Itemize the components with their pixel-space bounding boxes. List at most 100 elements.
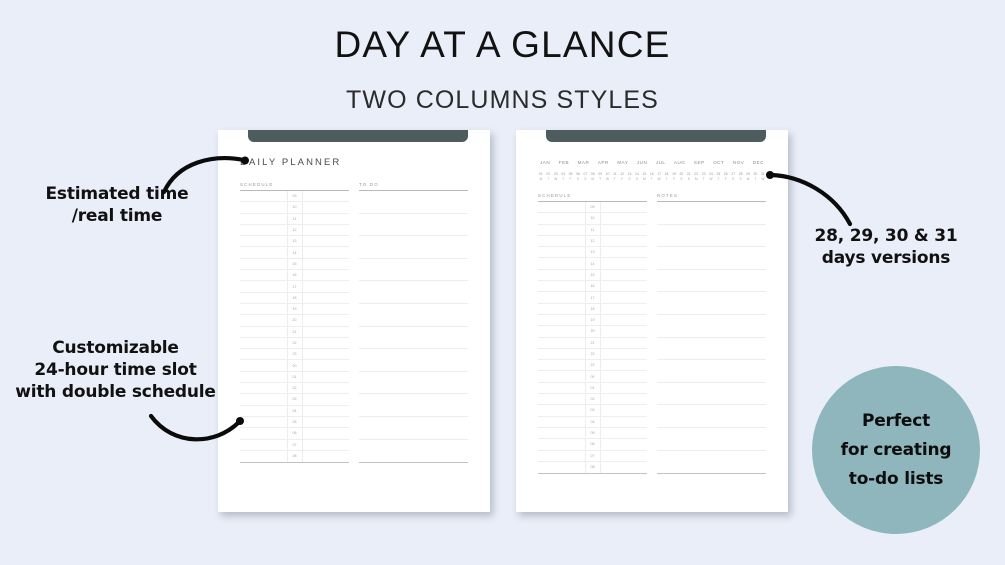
real-time-cell[interactable] [601,338,648,348]
list-row[interactable] [359,394,468,417]
estimated-time-cell[interactable] [240,371,288,383]
schedule-row[interactable]: 09 [538,202,648,214]
list-row[interactable] [657,292,766,315]
day-cell[interactable]: 28 S [739,172,743,181]
estimated-time-cell[interactable] [240,383,288,394]
schedule-row[interactable]: 11 [538,224,647,236]
estimated-time-cell[interactable] [538,371,586,382]
day-strip[interactable]: 01 M 02 T 03 W 04 T 05 F 06 S 07 S 08 M 09 T 10 W 11 T 12 F 13 S 1… [538,172,766,181]
estimated-time-cell[interactable] [538,314,586,326]
day-cell[interactable]: 08 M [591,172,595,181]
real-time-cell[interactable] [303,327,350,337]
schedule-row[interactable]: 07 [240,439,350,451]
schedule-row[interactable]: 20 [240,315,349,327]
schedule-row[interactable]: 04 [538,416,647,428]
schedule-row[interactable]: 12 [538,235,647,248]
day-cell[interactable]: 31 W [761,172,765,181]
day-cell[interactable]: 25 T [717,172,721,181]
planner-page-left[interactable]: DAILY PLANNER SCHEDULE 09 10 11 12 13 14 15 16 1… [218,130,490,512]
real-time-cell[interactable] [303,451,350,462]
estimated-time-cell[interactable] [240,247,288,258]
list-row[interactable] [657,202,766,225]
real-time-cell[interactable] [303,259,350,269]
real-time-cell[interactable] [601,304,648,314]
schedule-row[interactable]: 08 [538,461,648,474]
list-row[interactable] [657,270,766,293]
day-cell[interactable]: 21 S [687,172,691,181]
estimated-time-cell[interactable] [240,439,288,450]
list-row[interactable] [359,372,468,395]
estimated-time-cell[interactable] [538,427,586,439]
real-time-cell[interactable] [303,270,350,280]
estimated-time-cell[interactable] [538,326,586,337]
estimated-time-cell[interactable] [538,394,586,405]
real-time-cell[interactable] [303,383,350,393]
list-row[interactable] [359,304,468,327]
real-time-cell[interactable] [601,270,648,280]
day-cell[interactable]: 19 F [672,172,676,181]
day-cell[interactable]: 29 M [746,172,750,181]
schedule-row[interactable]: 05 [538,427,647,440]
estimated-time-cell[interactable] [240,213,288,224]
estimated-time-cell[interactable] [240,281,288,292]
list-row[interactable] [359,191,468,214]
month-label[interactable]: JAN [540,160,551,165]
schedule-row[interactable]: 23 [538,360,648,372]
schedule-row[interactable]: 16 [240,270,350,282]
estimated-time-cell[interactable] [538,235,586,247]
real-time-cell[interactable] [303,360,350,370]
day-cell[interactable]: 20 S [679,172,683,181]
real-time-cell[interactable] [601,202,648,212]
estimated-time-cell[interactable] [538,439,586,450]
schedule-row[interactable]: 10 [240,202,350,214]
estimated-time-cell[interactable] [240,303,288,315]
schedule-row[interactable]: 07 [538,450,647,462]
schedule-row[interactable]: 02 [538,394,647,406]
estimated-time-cell[interactable] [240,428,288,439]
real-time-cell[interactable] [303,293,350,303]
real-time-cell[interactable] [303,202,350,212]
list-row[interactable] [359,349,468,372]
estimated-time-cell[interactable] [538,224,586,235]
schedule-row[interactable]: 19 [240,303,349,316]
day-cell[interactable]: 24 W [709,172,713,181]
schedule-row[interactable]: 12 [240,224,349,237]
day-cell[interactable]: 27 S [731,172,735,181]
list-row[interactable] [657,247,766,270]
day-cell[interactable]: 18 T [665,172,669,181]
list-row[interactable] [657,315,766,338]
real-time-cell[interactable] [303,394,350,404]
estimated-time-cell[interactable] [240,337,288,349]
real-time-cell[interactable] [303,372,350,382]
estimated-time-cell[interactable] [240,360,288,371]
schedule-row[interactable]: 11 [240,213,349,225]
estimated-time-cell[interactable] [240,236,288,247]
schedule-row[interactable]: 09 [240,191,349,203]
month-label[interactable]: SEP [693,160,705,165]
day-cell[interactable]: 30 T [754,172,758,181]
month-label[interactable]: APR [597,160,609,165]
day-cell[interactable]: 22 M [694,172,698,181]
estimated-time-cell[interactable] [538,405,586,416]
month-label[interactable]: FEB [558,160,570,165]
real-time-cell[interactable] [303,236,350,246]
real-time-cell[interactable] [303,440,350,450]
month-label[interactable]: MAR [577,160,590,165]
day-cell[interactable]: 07 S [583,172,587,181]
estimated-time-cell[interactable] [240,202,288,213]
real-time-cell[interactable] [601,371,648,381]
real-time-cell[interactable] [601,258,648,268]
estimated-time-cell[interactable] [538,461,586,474]
real-time-cell[interactable] [601,462,648,473]
real-time-cell[interactable] [303,247,350,257]
schedule-row[interactable]: 01 [240,371,350,384]
schedule-rows[interactable]: 09 10 11 12 13 14 15 16 17 18 19 20 21 22 23 00 01 02 03 04… [240,191,350,464]
month-label[interactable]: JUL [655,160,666,165]
real-time-cell[interactable] [601,360,648,370]
schedule-row[interactable]: 05 [240,416,349,429]
estimated-time-cell[interactable] [240,405,288,416]
real-time-cell[interactable] [601,383,648,393]
real-time-cell[interactable] [601,349,648,359]
schedule-row[interactable]: 13 [538,247,647,259]
todo-rows[interactable] [359,191,468,464]
